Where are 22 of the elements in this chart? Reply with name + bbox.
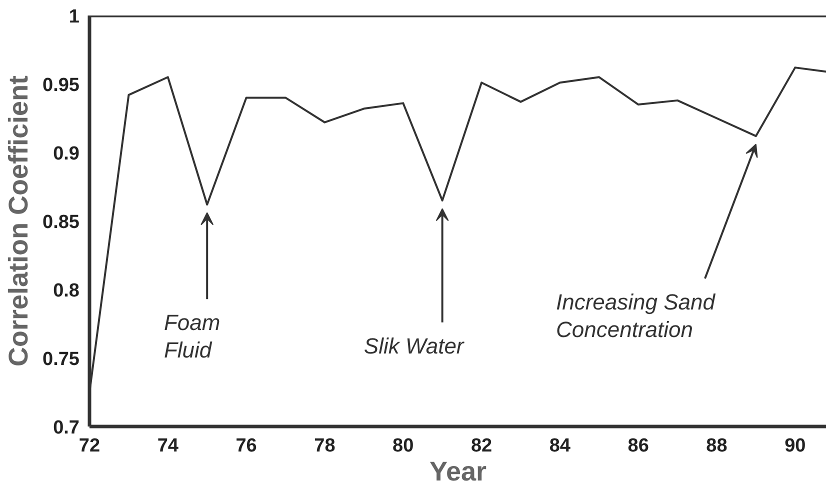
y-tick-label: 0.95 [42, 75, 80, 96]
annotation: Foam Fluid [164, 310, 220, 363]
y-tick-label: 0.75 [42, 349, 80, 370]
x-tick-label: 74 [157, 436, 179, 456]
y-tick-label: 0.8 [53, 280, 80, 302]
x-tick-label: 86 [628, 436, 649, 456]
x-tick-label: 82 [470, 436, 492, 456]
annotation: Slik Water [364, 333, 466, 358]
x-tick-label: 88 [706, 436, 728, 456]
y-axis-title: Correlation Coefficient [4, 75, 34, 367]
x-tick-label: 90 [784, 436, 806, 456]
x-tick-label: 80 [392, 436, 414, 456]
y-tick-label: 0.7 [53, 418, 80, 438]
y-tick-label: 1 [68, 6, 80, 28]
x-axis-title: Year [429, 456, 488, 486]
y-tick-label: 0.85 [42, 212, 80, 233]
x-tick-label: 72 [78, 436, 100, 456]
x-tick-label: 76 [236, 436, 257, 456]
x-tick-label: 78 [314, 436, 336, 456]
y-tick-label: 0.9 [53, 144, 80, 164]
annotation: Increasing Sand Concentration [556, 290, 716, 342]
x-tick-label: 84 [549, 436, 571, 456]
